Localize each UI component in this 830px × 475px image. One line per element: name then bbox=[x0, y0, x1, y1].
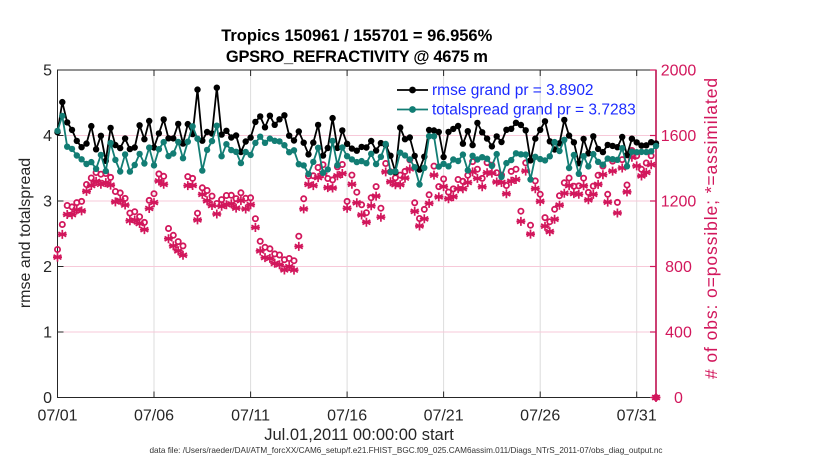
svg-text:0: 0 bbox=[43, 390, 52, 407]
svg-text:5: 5 bbox=[43, 63, 52, 80]
svg-text:07/26: 07/26 bbox=[520, 408, 560, 425]
svg-text:2: 2 bbox=[43, 259, 52, 276]
svg-text:07/06: 07/06 bbox=[134, 408, 174, 425]
svg-text:400: 400 bbox=[665, 325, 692, 342]
svg-text:data file: /Users/raeder/DAI/A: data file: /Users/raeder/DAI/ATM_forcXX/… bbox=[149, 446, 662, 455]
svg-text:800: 800 bbox=[665, 259, 692, 276]
svg-text:1600: 1600 bbox=[661, 128, 697, 145]
svg-text:0: 0 bbox=[674, 390, 683, 407]
svg-text:totalspread grand pr = 3.7283: totalspread grand pr = 3.7283 bbox=[432, 102, 636, 119]
svg-text:rmse grand pr = 3.8902: rmse grand pr = 3.8902 bbox=[432, 82, 594, 99]
svg-text:2000: 2000 bbox=[661, 63, 697, 80]
svg-text:4: 4 bbox=[43, 128, 52, 145]
svg-text:1200: 1200 bbox=[661, 194, 697, 211]
svg-text:GPSRO_REFRACTIVITY @ 4675 m: GPSRO_REFRACTIVITY @ 4675 m bbox=[226, 48, 488, 66]
svg-text:07/16: 07/16 bbox=[327, 408, 367, 425]
svg-text:rmse and totalspread: rmse and totalspread bbox=[17, 158, 34, 308]
svg-text:07/21: 07/21 bbox=[424, 408, 464, 425]
svg-text:07/31: 07/31 bbox=[617, 408, 657, 425]
svg-text:1: 1 bbox=[43, 325, 52, 342]
svg-text:07/01: 07/01 bbox=[37, 408, 77, 425]
svg-text:3: 3 bbox=[43, 194, 52, 211]
svg-text:Tropics 150961 / 155701 = 96.9: Tropics 150961 / 155701 = 96.956% bbox=[221, 27, 492, 45]
svg-text:07/11: 07/11 bbox=[231, 408, 270, 425]
svg-text:# of obs: o=possible; *=assimi: # of obs: o=possible; *=assimilated bbox=[701, 77, 721, 379]
svg-text:Jul.01,2011 00:00:00 start: Jul.01,2011 00:00:00 start bbox=[264, 426, 454, 444]
